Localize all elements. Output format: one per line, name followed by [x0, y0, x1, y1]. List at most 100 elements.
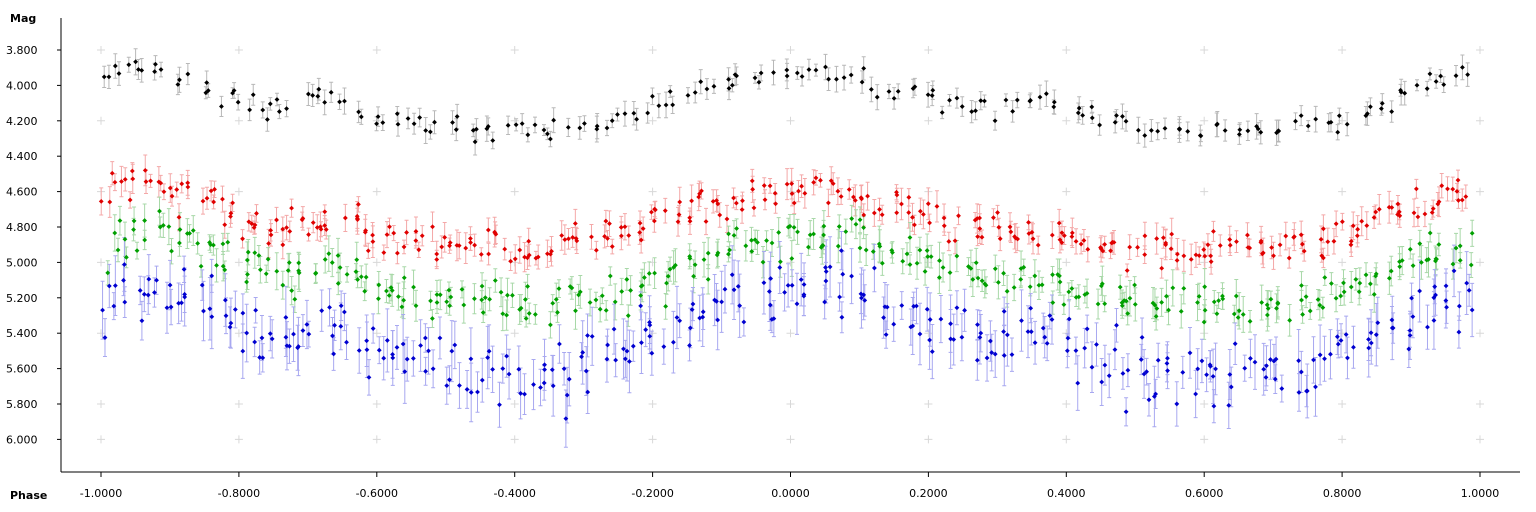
grid-plus-marker: [510, 187, 519, 196]
green-data-point: [1196, 294, 1202, 299]
red-data-point: [906, 194, 912, 200]
green-data-point: [355, 277, 361, 282]
blue-data-point: [1112, 347, 1118, 353]
black-data-point: [594, 123, 600, 129]
red-data-point: [200, 198, 206, 204]
green-data-point: [914, 260, 920, 266]
red-data-point: [975, 234, 981, 240]
red-data-point: [894, 210, 900, 216]
black-data-point: [175, 82, 181, 87]
blue-data-point: [801, 282, 807, 287]
blue-data-point: [464, 387, 470, 392]
blue-data-point: [338, 323, 344, 329]
green-data-point: [577, 289, 583, 295]
blue-data-point: [207, 306, 213, 312]
red-data-point: [208, 188, 214, 194]
red-data-point: [638, 237, 644, 243]
green-data-point: [1287, 317, 1293, 323]
green-data-point: [1125, 311, 1131, 316]
green-data-point: [752, 237, 758, 243]
red-data-point: [1035, 242, 1041, 248]
green-data-point: [1119, 303, 1125, 309]
red-data-point: [1163, 242, 1169, 248]
black-data-point: [1427, 71, 1433, 77]
grid-plus-marker: [648, 400, 657, 408]
red-data-point: [1396, 209, 1402, 215]
blue-data-point: [737, 303, 743, 309]
red-data-point: [416, 247, 422, 253]
blue-data-point: [267, 331, 273, 336]
black-data-point: [453, 127, 459, 133]
grid-plus-marker: [1062, 258, 1071, 267]
green-data-point: [280, 282, 286, 288]
red-data-point: [838, 194, 844, 199]
green-data-point: [603, 308, 609, 313]
grid-plus-marker: [1476, 116, 1484, 125]
green-data-point: [1373, 271, 1379, 277]
black-data-point: [973, 108, 978, 114]
red-data-point: [626, 233, 632, 238]
grid-plus-marker: [97, 258, 105, 267]
red-data-point: [731, 195, 736, 201]
blue-data-point: [908, 324, 914, 330]
red-data-point: [1395, 212, 1401, 217]
green-data-point: [791, 224, 797, 230]
blue-data-point: [871, 265, 877, 271]
black-data-point: [1236, 131, 1242, 137]
blue-data-point: [1389, 325, 1395, 331]
blue-data-point: [924, 306, 930, 312]
green-data-point: [353, 269, 359, 275]
blue-data-point: [837, 294, 842, 300]
blue-data-point: [1409, 295, 1414, 301]
black-data-point: [1363, 113, 1369, 119]
green-data-point: [726, 251, 731, 257]
green-data-point: [444, 299, 450, 305]
grid-plus-marker: [1062, 187, 1071, 196]
blue-data-point: [1204, 372, 1209, 378]
error-bars: [99, 48, 1475, 448]
blue-data-point: [1047, 313, 1053, 319]
blue-data-point: [181, 266, 187, 272]
red-data-point: [299, 217, 305, 223]
blue-data-point: [1425, 324, 1430, 330]
x-axis-title: Phase: [10, 489, 47, 502]
red-data-point: [1413, 186, 1419, 192]
red-data-point: [562, 237, 568, 242]
black-data-point: [135, 67, 141, 72]
black-data-point: [1398, 89, 1404, 95]
blue-data-point: [715, 317, 721, 323]
red-data-point: [1127, 244, 1133, 250]
blue-data-point: [1151, 394, 1157, 399]
red-data-point: [526, 238, 532, 244]
blue-data-point: [452, 342, 458, 348]
blue-data-point: [789, 282, 795, 288]
blue-data-point: [1366, 345, 1372, 351]
green-data-point: [638, 293, 644, 298]
green-data-point: [256, 253, 262, 258]
blue-data-point: [244, 330, 250, 336]
blue-data-point: [881, 315, 887, 321]
black-data-point: [756, 79, 762, 85]
blue-data-point: [1451, 268, 1457, 274]
green-data-point: [889, 248, 895, 253]
black-data-point: [427, 129, 433, 135]
red-data-point: [1373, 209, 1379, 215]
green-data-point: [1333, 295, 1339, 301]
red-data-point: [240, 236, 245, 242]
blue-data-point: [948, 336, 954, 342]
red-data-point: [1291, 234, 1297, 240]
green-data-point: [857, 245, 863, 251]
red-data-point: [246, 219, 252, 225]
green-data-point: [326, 251, 332, 257]
red-data-point: [767, 183, 773, 189]
blue-data-point: [687, 343, 692, 348]
blue-data-point: [541, 380, 547, 386]
green-data-point: [1036, 282, 1042, 288]
blue-data-point: [977, 334, 983, 340]
red-data-point: [1008, 229, 1014, 235]
green-data-point: [396, 294, 401, 300]
black-data-point: [1255, 126, 1261, 132]
red-data-point: [995, 210, 1000, 215]
red-data-point: [439, 244, 445, 250]
green-data-point: [992, 266, 998, 272]
